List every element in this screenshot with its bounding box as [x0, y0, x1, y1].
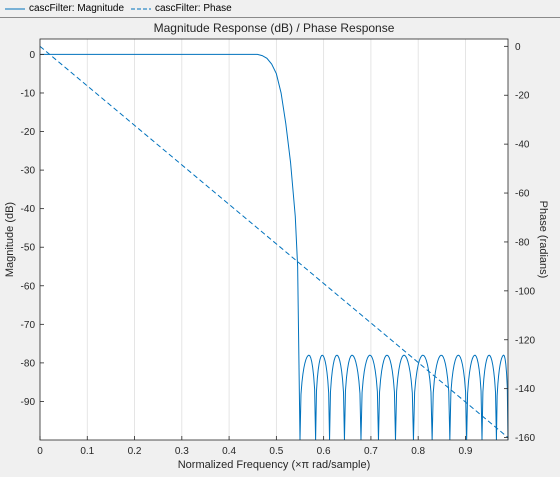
y-left-tick-label: -40	[21, 204, 36, 215]
y-right-tick-label: -60	[515, 189, 530, 200]
x-tick-label: 0.4	[222, 446, 236, 457]
x-tick-label: 0.1	[80, 446, 94, 457]
y-left-tick-label: -70	[21, 320, 36, 331]
y-right-tick-label: -120	[515, 335, 535, 346]
magnitude-line	[40, 53, 509, 441]
y-right-tick-label: 0	[515, 42, 521, 53]
x-tick-label: 0	[37, 446, 43, 457]
x-tick-label: 0.8	[411, 446, 425, 457]
x-tick-label: 0.5	[269, 446, 283, 457]
x-axis-label: Normalized Frequency (×π rad/sample)	[178, 459, 371, 471]
x-tick-label: 0.2	[128, 446, 142, 457]
ticks: 0 0.1 0.2 0.3 0.4 0.5 0.6 0.7 0.8 0.9 0 -10 -20 -30 -4…	[21, 42, 536, 457]
y-right-tick-label: -80	[515, 237, 530, 248]
phase-line	[39, 45, 509, 438]
series-layer	[39, 45, 509, 441]
y-left-tick-label: -80	[21, 358, 36, 369]
y-left-tick-label: -10	[21, 88, 36, 99]
plot-area[interactable]	[40, 39, 508, 440]
y-axis-right-label: Phase (radians)	[537, 201, 549, 279]
y-left-tick-label: -60	[21, 281, 36, 292]
chart-title: Magnitude Response (dB) / Phase Response	[154, 21, 395, 35]
x-tick-label: 0.3	[175, 446, 189, 457]
solid-line-icon	[5, 8, 25, 10]
plot-frame	[39, 38, 509, 441]
legend-phase-label: cascFilter: Phase	[155, 3, 232, 14]
y-right-tick-label: -20	[515, 91, 530, 102]
y-right-tick-label: -160	[515, 433, 535, 444]
y-left-tick-label: -50	[21, 243, 36, 254]
x-tick-label: 0.9	[459, 446, 473, 457]
legend-bar: cascFilter: Magnitude cascFilter: Phase	[0, 0, 560, 18]
y-right-tick-label: -40	[515, 140, 530, 151]
y-axis-left-label: Magnitude (dB)	[4, 202, 16, 277]
legend-magnitude-label: cascFilter: Magnitude	[29, 3, 125, 14]
y-left-tick-label: -20	[21, 127, 36, 138]
x-tick-label: 0.6	[317, 446, 331, 457]
y-left-tick-label: -30	[21, 166, 36, 177]
dashed-line-icon	[131, 8, 151, 10]
y-right-tick-label: -140	[515, 384, 535, 395]
y-left-tick-label: 0	[29, 50, 35, 61]
y-left-tick-label: -90	[21, 397, 36, 408]
y-right-tick-label: -100	[515, 286, 535, 297]
grid	[86, 39, 466, 440]
x-tick-label: 0.7	[364, 446, 378, 457]
